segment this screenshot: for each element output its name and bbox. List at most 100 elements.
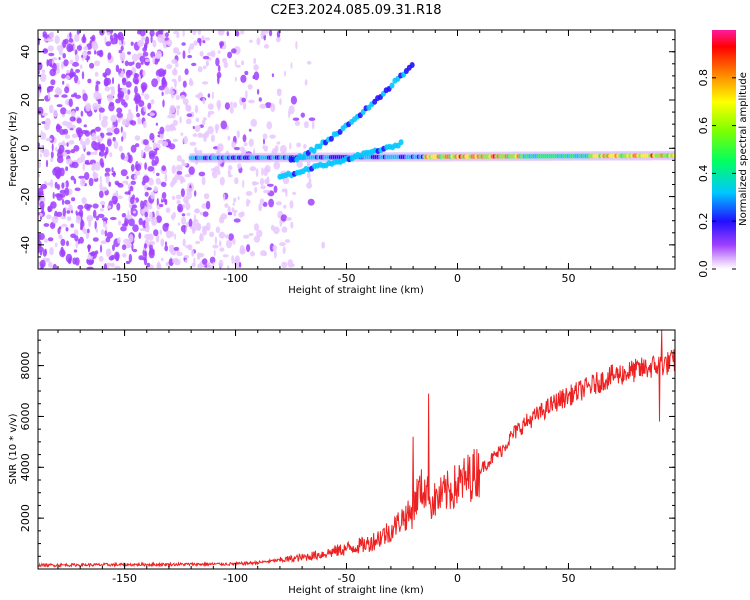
noise-speck <box>226 31 229 37</box>
noise-speck <box>229 101 233 106</box>
noise-speck <box>117 237 121 244</box>
noise-speck <box>266 121 273 130</box>
noise-speck <box>70 233 76 239</box>
noise-speck <box>65 227 69 232</box>
noise-speck <box>295 40 298 50</box>
noise-speck <box>64 134 71 139</box>
noise-speck <box>112 170 116 178</box>
noise-speck <box>196 252 201 260</box>
noise-speck <box>98 107 105 113</box>
noise-speck <box>38 233 41 242</box>
noise-speck <box>90 252 96 257</box>
noise-speck <box>174 233 177 240</box>
noise-speck <box>100 132 103 137</box>
noise-speck <box>176 32 180 39</box>
noise-speck <box>214 123 220 131</box>
noise-speck <box>121 213 127 218</box>
noise-speck <box>143 257 148 266</box>
noise-speck <box>81 71 85 80</box>
noise-speck <box>82 93 88 102</box>
noise-speck <box>223 193 226 202</box>
noise-speck <box>303 144 307 149</box>
upper-branch-mark <box>328 135 334 142</box>
noise-speck <box>39 250 43 256</box>
noise-speck <box>256 37 261 46</box>
noise-speck <box>109 101 115 107</box>
noise-speck <box>124 220 128 226</box>
noise-speck <box>134 135 141 141</box>
noise-speck <box>110 114 117 123</box>
noise-speck <box>140 149 144 158</box>
noise-speck <box>194 105 199 114</box>
noise-speck <box>99 244 103 253</box>
noise-speck <box>130 180 136 185</box>
noise-speck <box>105 41 112 47</box>
noise-speck <box>263 189 270 194</box>
noise-speck <box>276 88 282 93</box>
noise-speck <box>133 174 138 180</box>
noise-speck <box>137 117 142 125</box>
noise-speck <box>156 198 159 206</box>
noise-speck <box>248 232 254 237</box>
noise-speck <box>143 139 149 146</box>
noise-speck <box>104 86 111 92</box>
noise-speck <box>275 37 281 43</box>
spectrogram-frame <box>37 29 676 270</box>
noise-speck <box>86 259 94 266</box>
noise-speck <box>212 244 219 249</box>
noise-speck <box>217 143 224 152</box>
noise-speck <box>135 104 138 113</box>
noise-speck <box>56 125 62 130</box>
y-tick-label: 2000 <box>19 504 32 532</box>
noise-speck <box>68 73 76 78</box>
noise-speck <box>48 104 54 114</box>
noise-speck <box>265 30 269 34</box>
noise-speck <box>290 95 297 105</box>
noise-speck <box>177 74 182 83</box>
noise-speck <box>105 248 112 257</box>
noise-speck <box>224 102 230 110</box>
noise-speck <box>183 196 189 204</box>
noise-speck <box>268 198 274 208</box>
noise-speck <box>212 261 215 268</box>
noise-speck <box>173 47 177 54</box>
noise-speck <box>117 83 121 92</box>
noise-speck <box>222 57 227 64</box>
noise-speck <box>285 188 288 197</box>
noise-speck <box>100 240 107 244</box>
noise-speck <box>142 120 147 129</box>
noise-speck <box>122 77 127 86</box>
noise-speck <box>132 61 135 65</box>
noise-speck <box>50 201 57 209</box>
noise-speck <box>207 110 215 115</box>
noise-speck <box>61 249 65 256</box>
noise-speck <box>66 43 73 53</box>
noise-speck <box>50 157 54 163</box>
noise-speck <box>273 185 278 193</box>
noise-speck <box>239 146 245 152</box>
noise-speck <box>222 254 229 258</box>
noise-speck <box>71 133 78 139</box>
noise-speck <box>132 210 136 214</box>
noise-speck <box>70 175 75 181</box>
noise-speck <box>273 161 281 170</box>
noise-speck <box>194 125 201 133</box>
y-tick-label: -20 <box>19 188 32 206</box>
noise-speck <box>156 172 160 177</box>
noise-speck <box>118 92 124 101</box>
noise-speck <box>155 177 161 185</box>
noise-speck <box>210 134 215 143</box>
noise-speck <box>218 259 224 268</box>
noise-speck <box>185 244 192 249</box>
noise-speck <box>202 227 207 232</box>
noise-speck <box>211 91 214 100</box>
noise-speck <box>86 266 94 269</box>
noise-speck <box>241 97 246 103</box>
noise-speck <box>39 73 47 82</box>
noise-speck <box>165 207 171 213</box>
noise-speck <box>92 237 99 242</box>
noise-speck <box>248 138 254 147</box>
noise-speck <box>76 117 82 124</box>
noise-speck <box>227 165 233 171</box>
noise-speck <box>311 120 315 130</box>
